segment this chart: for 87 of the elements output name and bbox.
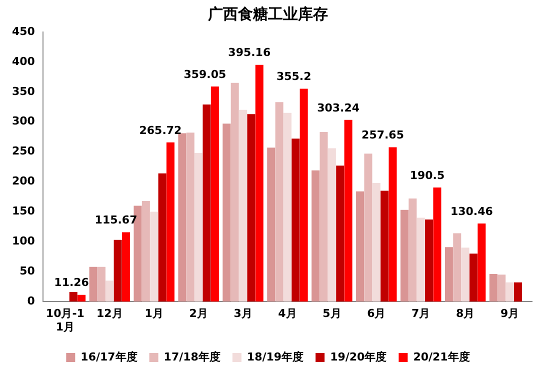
bar xyxy=(239,110,248,302)
bar xyxy=(444,247,453,302)
bar xyxy=(469,254,478,302)
x-tick-label: 9月 xyxy=(500,307,520,320)
bar xyxy=(416,218,425,302)
y-tick-label: 450 xyxy=(12,24,36,38)
data-label: 265.72 xyxy=(139,124,182,137)
bar xyxy=(400,210,409,302)
x-tick-label: 7月 xyxy=(412,307,430,320)
bar xyxy=(478,223,486,302)
bar xyxy=(498,274,506,302)
y-tick-label: 0 xyxy=(27,294,36,308)
y-tick-label: 200 xyxy=(12,174,36,188)
x-tick-label: 1月 xyxy=(144,307,164,320)
bar xyxy=(166,142,174,302)
x-tick-label: 2月 xyxy=(189,307,208,320)
bar xyxy=(122,232,130,302)
y-tick-label: 150 xyxy=(12,204,36,218)
bar xyxy=(292,138,300,302)
bar xyxy=(320,132,328,302)
data-label: 190.5 xyxy=(410,168,445,182)
bar xyxy=(222,124,231,302)
bar xyxy=(300,88,308,302)
bar xyxy=(78,294,86,302)
y-tick-label: 100 xyxy=(12,234,36,248)
bar xyxy=(89,266,98,302)
bar xyxy=(356,191,364,302)
bar xyxy=(194,153,203,302)
data-label: 11.26 xyxy=(54,276,90,290)
bar xyxy=(514,282,522,302)
bar xyxy=(506,282,514,302)
legend-label: 16/17年度 xyxy=(80,350,138,364)
chart-title: 广西食糖工业库存 xyxy=(207,4,328,23)
x-tick-label: 3月 xyxy=(234,307,252,320)
bar xyxy=(364,154,372,302)
y-tick-label: 300 xyxy=(12,114,36,128)
legend-label: 20/21年度 xyxy=(413,350,470,364)
y-tick-label: 400 xyxy=(12,54,36,68)
bar xyxy=(425,220,434,302)
x-tick-label: 12月 xyxy=(96,307,123,320)
y-tick-label: 250 xyxy=(12,144,36,158)
bar xyxy=(97,266,106,302)
data-label: 395.16 xyxy=(228,46,271,60)
bar xyxy=(230,82,239,302)
bar xyxy=(247,114,256,302)
bar xyxy=(106,280,114,302)
bar xyxy=(158,173,166,302)
bar xyxy=(178,133,186,302)
bar xyxy=(372,182,380,302)
bar xyxy=(255,64,264,302)
x-tick-label: 4月 xyxy=(278,307,297,320)
bar xyxy=(69,292,78,302)
data-label: 359.05 xyxy=(184,68,226,81)
bar xyxy=(433,187,442,302)
bar xyxy=(267,148,276,302)
data-label: 257.65 xyxy=(362,128,404,142)
x-tick-label: 6月 xyxy=(367,307,386,320)
bar xyxy=(210,86,219,302)
x-tick-label: 5月 xyxy=(322,307,342,320)
legend-label: 19/20年度 xyxy=(330,350,387,364)
bar xyxy=(142,200,150,302)
legend-label: 17/18年度 xyxy=(164,350,220,364)
bar xyxy=(283,112,292,302)
bar xyxy=(114,240,122,302)
bar xyxy=(408,198,417,302)
bar xyxy=(186,132,194,302)
data-label: 303.24 xyxy=(317,101,360,114)
y-tick-label: 350 xyxy=(12,84,36,98)
bar xyxy=(344,120,352,302)
bar xyxy=(489,274,498,302)
data-label: 130.46 xyxy=(450,204,494,218)
bar xyxy=(461,248,470,302)
x-tick-label: 10月-11月 xyxy=(46,307,84,334)
bar xyxy=(388,147,397,302)
bar xyxy=(150,212,158,302)
bar xyxy=(275,102,284,302)
x-tick-label: 8月 xyxy=(456,307,475,320)
bar xyxy=(202,104,211,302)
legend-label: 18/19年度 xyxy=(246,350,304,364)
y-tick-label: 50 xyxy=(20,264,36,278)
bar xyxy=(453,233,462,302)
data-label: 115.67 xyxy=(94,214,138,227)
bar xyxy=(336,166,344,302)
bar xyxy=(328,148,336,302)
data-label: 355.2 xyxy=(276,70,312,84)
bar xyxy=(312,170,320,302)
bar xyxy=(380,190,389,302)
